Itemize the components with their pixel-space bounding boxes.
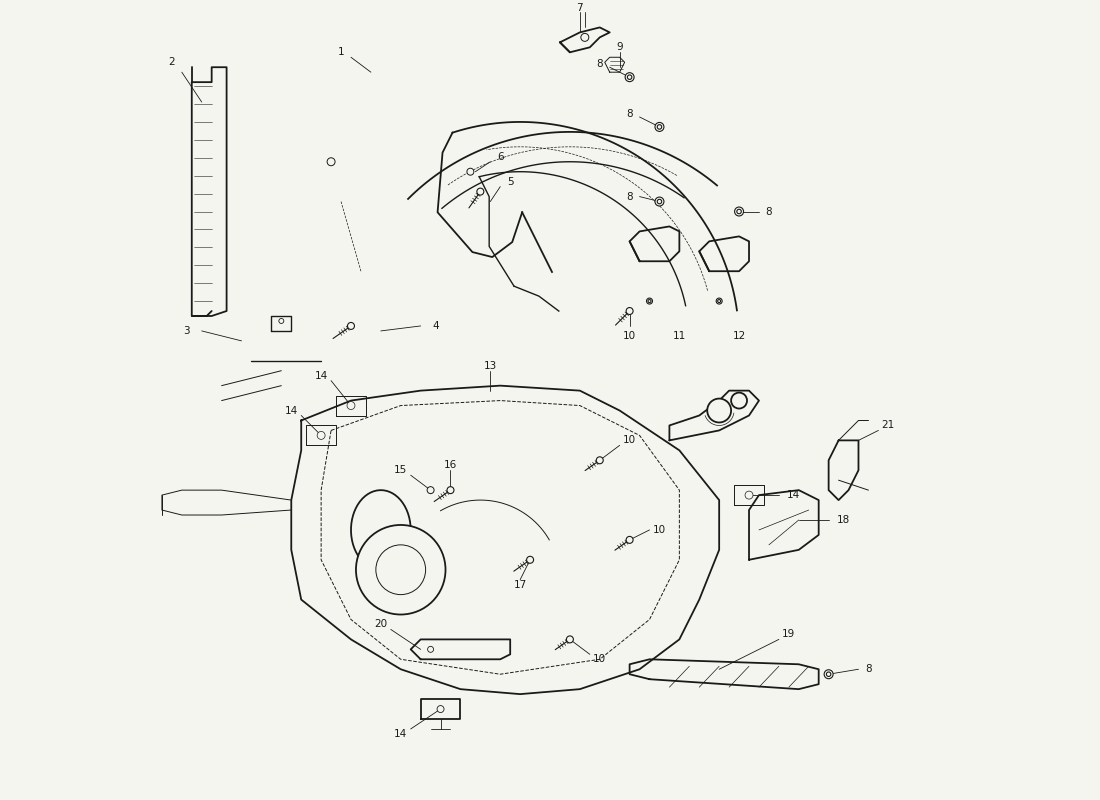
- Text: 17: 17: [514, 580, 527, 590]
- Circle shape: [477, 188, 484, 195]
- Circle shape: [376, 545, 426, 594]
- Text: 8: 8: [626, 191, 632, 202]
- Text: 9: 9: [616, 42, 623, 52]
- Text: 8: 8: [626, 109, 632, 119]
- Circle shape: [735, 207, 744, 216]
- Circle shape: [737, 210, 741, 214]
- Circle shape: [657, 125, 662, 129]
- Circle shape: [717, 299, 720, 302]
- Circle shape: [596, 457, 603, 464]
- Text: 14: 14: [315, 370, 328, 381]
- Text: 1: 1: [338, 47, 344, 58]
- Circle shape: [466, 168, 474, 175]
- Circle shape: [657, 199, 662, 204]
- Circle shape: [745, 491, 754, 499]
- Circle shape: [654, 122, 664, 131]
- Circle shape: [654, 197, 664, 206]
- Circle shape: [346, 402, 355, 410]
- Circle shape: [647, 298, 652, 304]
- Circle shape: [707, 398, 732, 422]
- Text: 5: 5: [507, 177, 514, 186]
- Circle shape: [356, 525, 446, 614]
- Text: 7: 7: [576, 2, 583, 13]
- Circle shape: [278, 318, 284, 323]
- Text: 3: 3: [184, 326, 190, 336]
- Circle shape: [317, 431, 326, 439]
- Circle shape: [566, 636, 573, 643]
- Text: 6: 6: [497, 152, 504, 162]
- Text: 16: 16: [444, 460, 458, 470]
- Text: 21: 21: [882, 421, 895, 430]
- Circle shape: [627, 75, 631, 79]
- Circle shape: [716, 298, 723, 304]
- Circle shape: [625, 73, 634, 82]
- Text: 13: 13: [484, 361, 497, 370]
- Circle shape: [447, 486, 454, 494]
- Text: 8: 8: [865, 664, 871, 674]
- Text: 18: 18: [837, 515, 850, 525]
- Circle shape: [581, 34, 589, 42]
- Text: 4: 4: [432, 321, 439, 331]
- Text: 14: 14: [394, 729, 407, 739]
- Text: 14: 14: [788, 490, 801, 500]
- Text: 2: 2: [168, 58, 175, 67]
- Circle shape: [732, 393, 747, 409]
- Circle shape: [648, 299, 651, 302]
- Circle shape: [437, 706, 444, 713]
- Circle shape: [428, 646, 433, 652]
- Circle shape: [348, 322, 354, 330]
- Circle shape: [626, 307, 634, 314]
- Text: 8: 8: [766, 206, 772, 217]
- Circle shape: [626, 537, 634, 543]
- Circle shape: [327, 158, 336, 166]
- Text: 10: 10: [623, 435, 636, 446]
- Text: 20: 20: [374, 619, 387, 630]
- Text: 15: 15: [394, 466, 407, 475]
- Text: 10: 10: [653, 525, 666, 535]
- Circle shape: [527, 556, 534, 563]
- Text: 10: 10: [623, 331, 636, 341]
- Text: 8: 8: [596, 59, 603, 70]
- Circle shape: [826, 672, 830, 677]
- Text: 14: 14: [285, 406, 298, 415]
- Text: 11: 11: [673, 331, 686, 341]
- Circle shape: [427, 486, 434, 494]
- Circle shape: [824, 670, 833, 678]
- Text: 12: 12: [733, 331, 746, 341]
- Text: 19: 19: [782, 630, 795, 639]
- Text: 10: 10: [593, 654, 606, 664]
